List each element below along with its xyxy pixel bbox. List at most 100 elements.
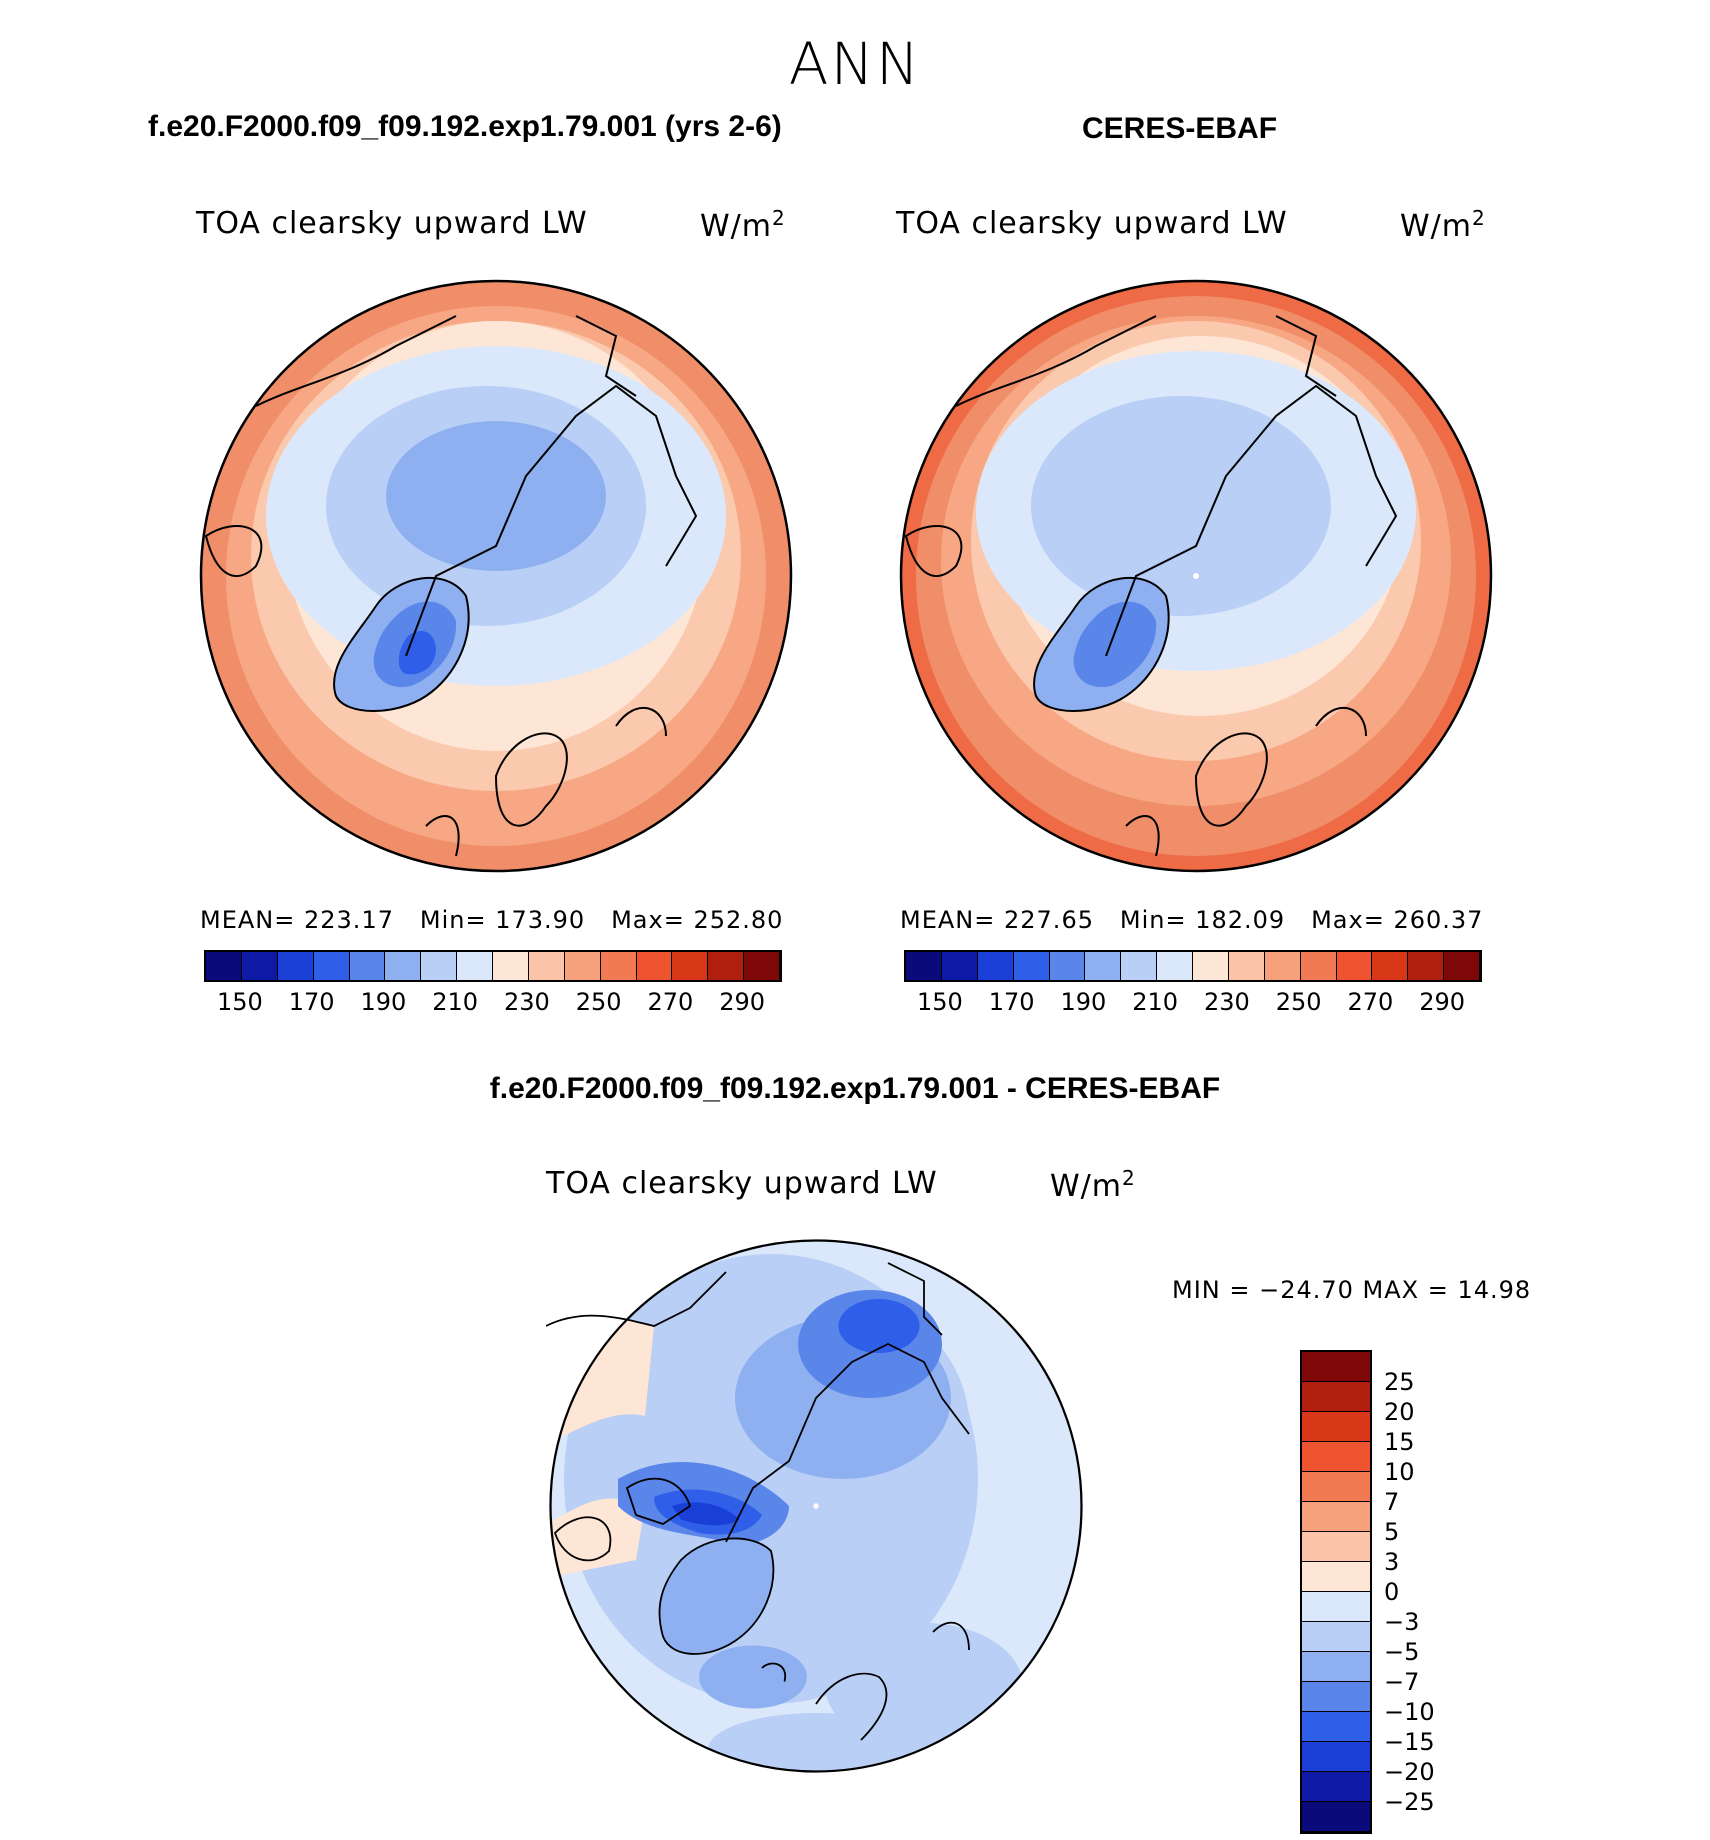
figure-title: ANN — [788, 30, 922, 98]
coastlines — [204, 315, 698, 857]
colorbar-cell — [1302, 1652, 1370, 1682]
colorbar-cell — [1302, 1772, 1370, 1802]
colorbar-cell — [493, 952, 529, 980]
colorbar-tick-label: 170 — [288, 988, 335, 1016]
colorbar-cell — [708, 952, 745, 980]
colorbar-tick-label: −10 — [1384, 1698, 1435, 1726]
colorbar-tick-label: 250 — [575, 988, 622, 1016]
colorbar-tick-label: −7 — [1384, 1668, 1420, 1696]
colorbar-observed-ticks: 150 170 190 210 230 250 270 290 — [904, 988, 1478, 1018]
colorbar-cell — [1302, 1622, 1370, 1652]
colorbar-cell — [744, 952, 780, 980]
colorbar-cell — [421, 952, 458, 980]
colorbar-cell — [1302, 1472, 1370, 1502]
colorbar-cell — [1302, 1742, 1370, 1772]
colorbar-tick-label: 290 — [1419, 988, 1466, 1016]
colorbar-tick-label: 7 — [1384, 1488, 1400, 1516]
colorbar-cell — [1300, 952, 1337, 980]
zone-light-blue — [1031, 396, 1331, 616]
colorbar-observed — [904, 950, 1482, 982]
colorbar-tick-label: 190 — [1060, 988, 1107, 1016]
colorbar-tick-label: 250 — [1275, 988, 1322, 1016]
colorbar-cell — [1013, 952, 1050, 980]
colorbar-model-ticks: 150 170 190 210 230 250 270 290 — [204, 988, 778, 1018]
zone-mid-blue — [386, 421, 606, 571]
colorbar-tick-label: −20 — [1384, 1758, 1435, 1786]
colorbar-tick-label: 150 — [916, 988, 963, 1016]
colorbar-difference-ticks: 25 20 15 10 7 5 3 0 −3 −5 −7 −10 −15 −20 −25 — [1384, 1350, 1484, 1834]
greenland-deep — [398, 631, 436, 675]
colorbar-cell — [1336, 952, 1373, 980]
colorbar-tick-label: 290 — [719, 988, 766, 1016]
colorbar-cell — [1302, 1802, 1370, 1832]
colorbar-cell — [1302, 1532, 1370, 1562]
colorbar-tick-label: 0 — [1384, 1578, 1400, 1606]
greenland-blue — [1073, 601, 1157, 687]
colorbar-cell — [1444, 952, 1480, 980]
colorbar-cell — [941, 952, 978, 980]
colorbar-cell — [1302, 1712, 1370, 1742]
colorbar-cell — [600, 952, 637, 980]
colorbar-cell — [1049, 952, 1086, 980]
colorbar-model — [204, 950, 782, 982]
panel2-variable-label: TOA clearsky upward LW — [896, 206, 1288, 241]
colorbar-tick-label: 10 — [1384, 1458, 1415, 1486]
colorbar-cell — [1302, 1382, 1370, 1412]
colorbar-cell — [906, 952, 942, 980]
coastlines — [546, 1262, 970, 1741]
colorbar-cell — [977, 952, 1014, 980]
colorbar-tick-label: 20 — [1384, 1398, 1415, 1426]
panel3-variable-label: TOA clearsky upward LW — [546, 1166, 938, 1201]
colorbar-cell — [1302, 1412, 1370, 1442]
colorbar-cell — [1302, 1502, 1370, 1532]
colorbar-tick-label: 150 — [216, 988, 263, 1016]
panel1-variable-label: TOA clearsky upward LW — [196, 206, 588, 241]
colorbar-cell — [313, 952, 350, 980]
colorbar-tick-label: −3 — [1384, 1608, 1420, 1636]
colorbar-cell — [1157, 952, 1193, 980]
colorbar-cell — [1302, 1442, 1370, 1472]
colorbar-tick-label: 210 — [1132, 988, 1179, 1016]
colorbar-tick-label: 230 — [503, 988, 550, 1016]
colorbar-tick-label: 190 — [360, 988, 407, 1016]
colorbar-cell — [1372, 952, 1409, 980]
colorbar-cell — [1228, 952, 1265, 980]
panel1-units-label: W/m2 — [700, 206, 786, 244]
difference-heading: f.e20.F2000.f09_f09.192.exp1.79.001 - CE… — [489, 1072, 1221, 1105]
colorbar-tick-label: 15 — [1384, 1428, 1415, 1456]
colorbar-cell — [241, 952, 278, 980]
colorbar-cell — [1193, 952, 1229, 980]
colorbar-cell — [636, 952, 673, 980]
colorbar-tick-label: 25 — [1384, 1368, 1415, 1396]
colorbar-cell — [1302, 1352, 1370, 1382]
colorbar-cell — [349, 952, 386, 980]
map-difference — [546, 1239, 1083, 1773]
panel2-units-label: W/m2 — [1400, 206, 1486, 244]
colorbar-cell — [1408, 952, 1445, 980]
colorbar-cell — [1302, 1562, 1370, 1592]
colorbar-tick-label: 270 — [1347, 988, 1394, 1016]
panel3-units-label: W/m2 — [1050, 1166, 1136, 1204]
colorbar-tick-label: 210 — [432, 988, 479, 1016]
colorbar-cell — [277, 952, 314, 980]
model-case-heading: f.e20.F2000.f09_f09.192.exp1.79.001 (yrs… — [148, 110, 782, 143]
difference-minmax: MIN = −24.70 MAX = 14.98 — [1172, 1276, 1532, 1304]
colorbar-tick-label: −15 — [1384, 1728, 1435, 1756]
colorbar-tick-label: 170 — [988, 988, 1035, 1016]
colorbar-cell — [206, 952, 242, 980]
colorbar-cell — [1121, 952, 1158, 980]
colorbar-cell — [672, 952, 709, 980]
colorbar-tick-label: 5 — [1384, 1518, 1400, 1546]
colorbar-cell — [457, 952, 493, 980]
colorbar-cell — [1302, 1592, 1370, 1622]
colorbar-tick-label: −25 — [1384, 1788, 1435, 1816]
colorbar-tick-label: 270 — [647, 988, 694, 1016]
panel1-stats: MEAN= 223.17 Min= 173.90 Max= 252.80 — [200, 906, 784, 934]
colorbar-tick-label: 3 — [1384, 1548, 1400, 1576]
colorbar-difference — [1300, 1350, 1372, 1834]
panel2-stats: MEAN= 227.65 Min= 182.09 Max= 260.37 — [900, 906, 1484, 934]
colorbar-cell — [528, 952, 565, 980]
colorbar-cell — [564, 952, 601, 980]
colorbar-cell — [1085, 952, 1122, 980]
colorbar-cell — [1302, 1682, 1370, 1712]
